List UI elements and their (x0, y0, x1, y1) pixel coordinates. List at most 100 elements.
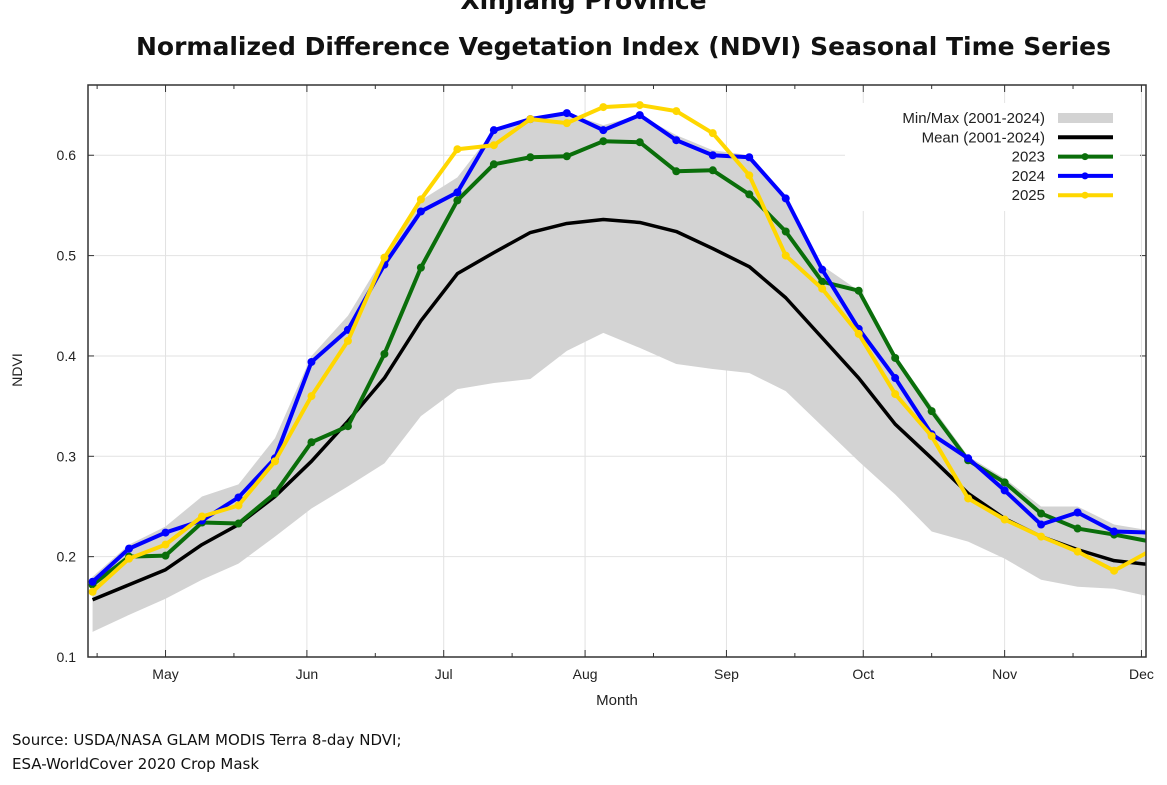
data-point (708, 129, 717, 138)
y-tick-label: 0.5 (57, 248, 77, 264)
data-point (489, 141, 498, 150)
data-point (1000, 486, 1009, 495)
data-point (854, 329, 863, 338)
data-point (234, 493, 243, 502)
data-point (416, 263, 425, 272)
legend-marker (1081, 191, 1089, 199)
legend: Min/Max (2001-2024) Mean (2001-2024) 2023 2… (845, 103, 1120, 211)
data-point (964, 454, 973, 463)
y-tick-label: 0.4 (57, 348, 77, 364)
data-point (416, 207, 425, 216)
series-line (91, 111, 1146, 584)
x-tick-label: Dec (1129, 666, 1154, 682)
y-tick-label: 0.3 (57, 448, 77, 464)
data-point (1037, 520, 1046, 529)
data-point (453, 188, 462, 197)
x-axis-label: Month (596, 692, 638, 709)
data-point (161, 528, 170, 537)
data-point (1110, 527, 1119, 536)
data-point (343, 422, 352, 431)
series-mean (91, 217, 1146, 602)
x-tick-label: Jun (296, 666, 319, 682)
data-point (1147, 529, 1155, 537)
y-tick-label: 0.1 (57, 649, 77, 665)
data-point (927, 432, 936, 441)
data-point (380, 253, 389, 262)
data-point (88, 577, 97, 586)
data-point (380, 349, 389, 358)
data-point (307, 357, 316, 366)
data-point (526, 153, 535, 162)
data-point (489, 160, 498, 169)
data-point (1073, 508, 1082, 517)
y-tick-label: 0.2 (57, 549, 77, 565)
data-point (1073, 547, 1082, 556)
data-point (635, 138, 644, 147)
data-point (1037, 509, 1046, 518)
data-point (635, 101, 644, 110)
legend-label: 2023 (1012, 149, 1045, 166)
source-line-1: Source: USDA/NASA GLAM MODIS Terra 8-day… (12, 731, 402, 749)
data-point (1110, 566, 1119, 575)
data-point (818, 265, 827, 274)
data-point (781, 227, 790, 236)
data-point (599, 103, 608, 112)
data-point (781, 251, 790, 260)
data-point (854, 286, 863, 295)
data-point (125, 544, 134, 553)
data-point (307, 438, 316, 447)
data-point (599, 137, 608, 146)
data-point (781, 194, 790, 203)
data-point (818, 277, 827, 286)
legend-marker (1081, 153, 1089, 161)
legend-label: Mean (2001-2024) (922, 129, 1045, 146)
data-point (307, 392, 316, 401)
legend-label: Min/Max (2001-2024) (902, 110, 1045, 127)
data-point (234, 501, 243, 510)
data-point (672, 107, 681, 116)
data-point (745, 171, 754, 180)
data-point (234, 519, 243, 528)
series-line (91, 103, 1146, 594)
legend-swatch (1058, 113, 1113, 123)
data-point (708, 151, 717, 160)
data-point (1000, 478, 1009, 487)
data-point (453, 145, 462, 154)
data-point (88, 587, 97, 596)
data-point (927, 407, 936, 416)
data-point (1073, 524, 1082, 533)
data-point (453, 196, 462, 205)
data-point (1147, 547, 1155, 555)
data-point (161, 551, 170, 560)
data-point (562, 109, 571, 118)
chart-subtitle: Normalized Difference Vegetation Index (… (136, 32, 1111, 61)
data-point (1000, 515, 1009, 524)
x-tick-label: May (152, 666, 178, 682)
data-point (672, 136, 681, 145)
data-point (672, 167, 681, 176)
data-point (745, 190, 754, 199)
series-line (91, 217, 1146, 602)
data-point (635, 111, 644, 120)
data-point (270, 457, 279, 466)
data-point (416, 195, 425, 204)
legend-label: 2024 (1012, 168, 1045, 185)
series-2025 (88, 101, 1155, 596)
data-point (964, 494, 973, 503)
y-tick-label: 0.6 (57, 147, 77, 163)
x-tick-label: Aug (573, 666, 598, 682)
data-point (198, 512, 207, 521)
x-tick-label: Jul (435, 666, 453, 682)
data-point (161, 540, 170, 549)
data-point (891, 390, 900, 399)
x-tick-label: Nov (992, 666, 1017, 682)
data-point (1147, 538, 1155, 546)
data-point (343, 336, 352, 345)
data-point (125, 554, 134, 563)
legend-label: 2025 (1012, 187, 1045, 204)
x-tick-label: Sep (714, 666, 739, 682)
data-point (891, 374, 900, 383)
source-line-2: ESA-WorldCover 2020 Crop Mask (12, 755, 260, 773)
data-point (270, 489, 279, 498)
